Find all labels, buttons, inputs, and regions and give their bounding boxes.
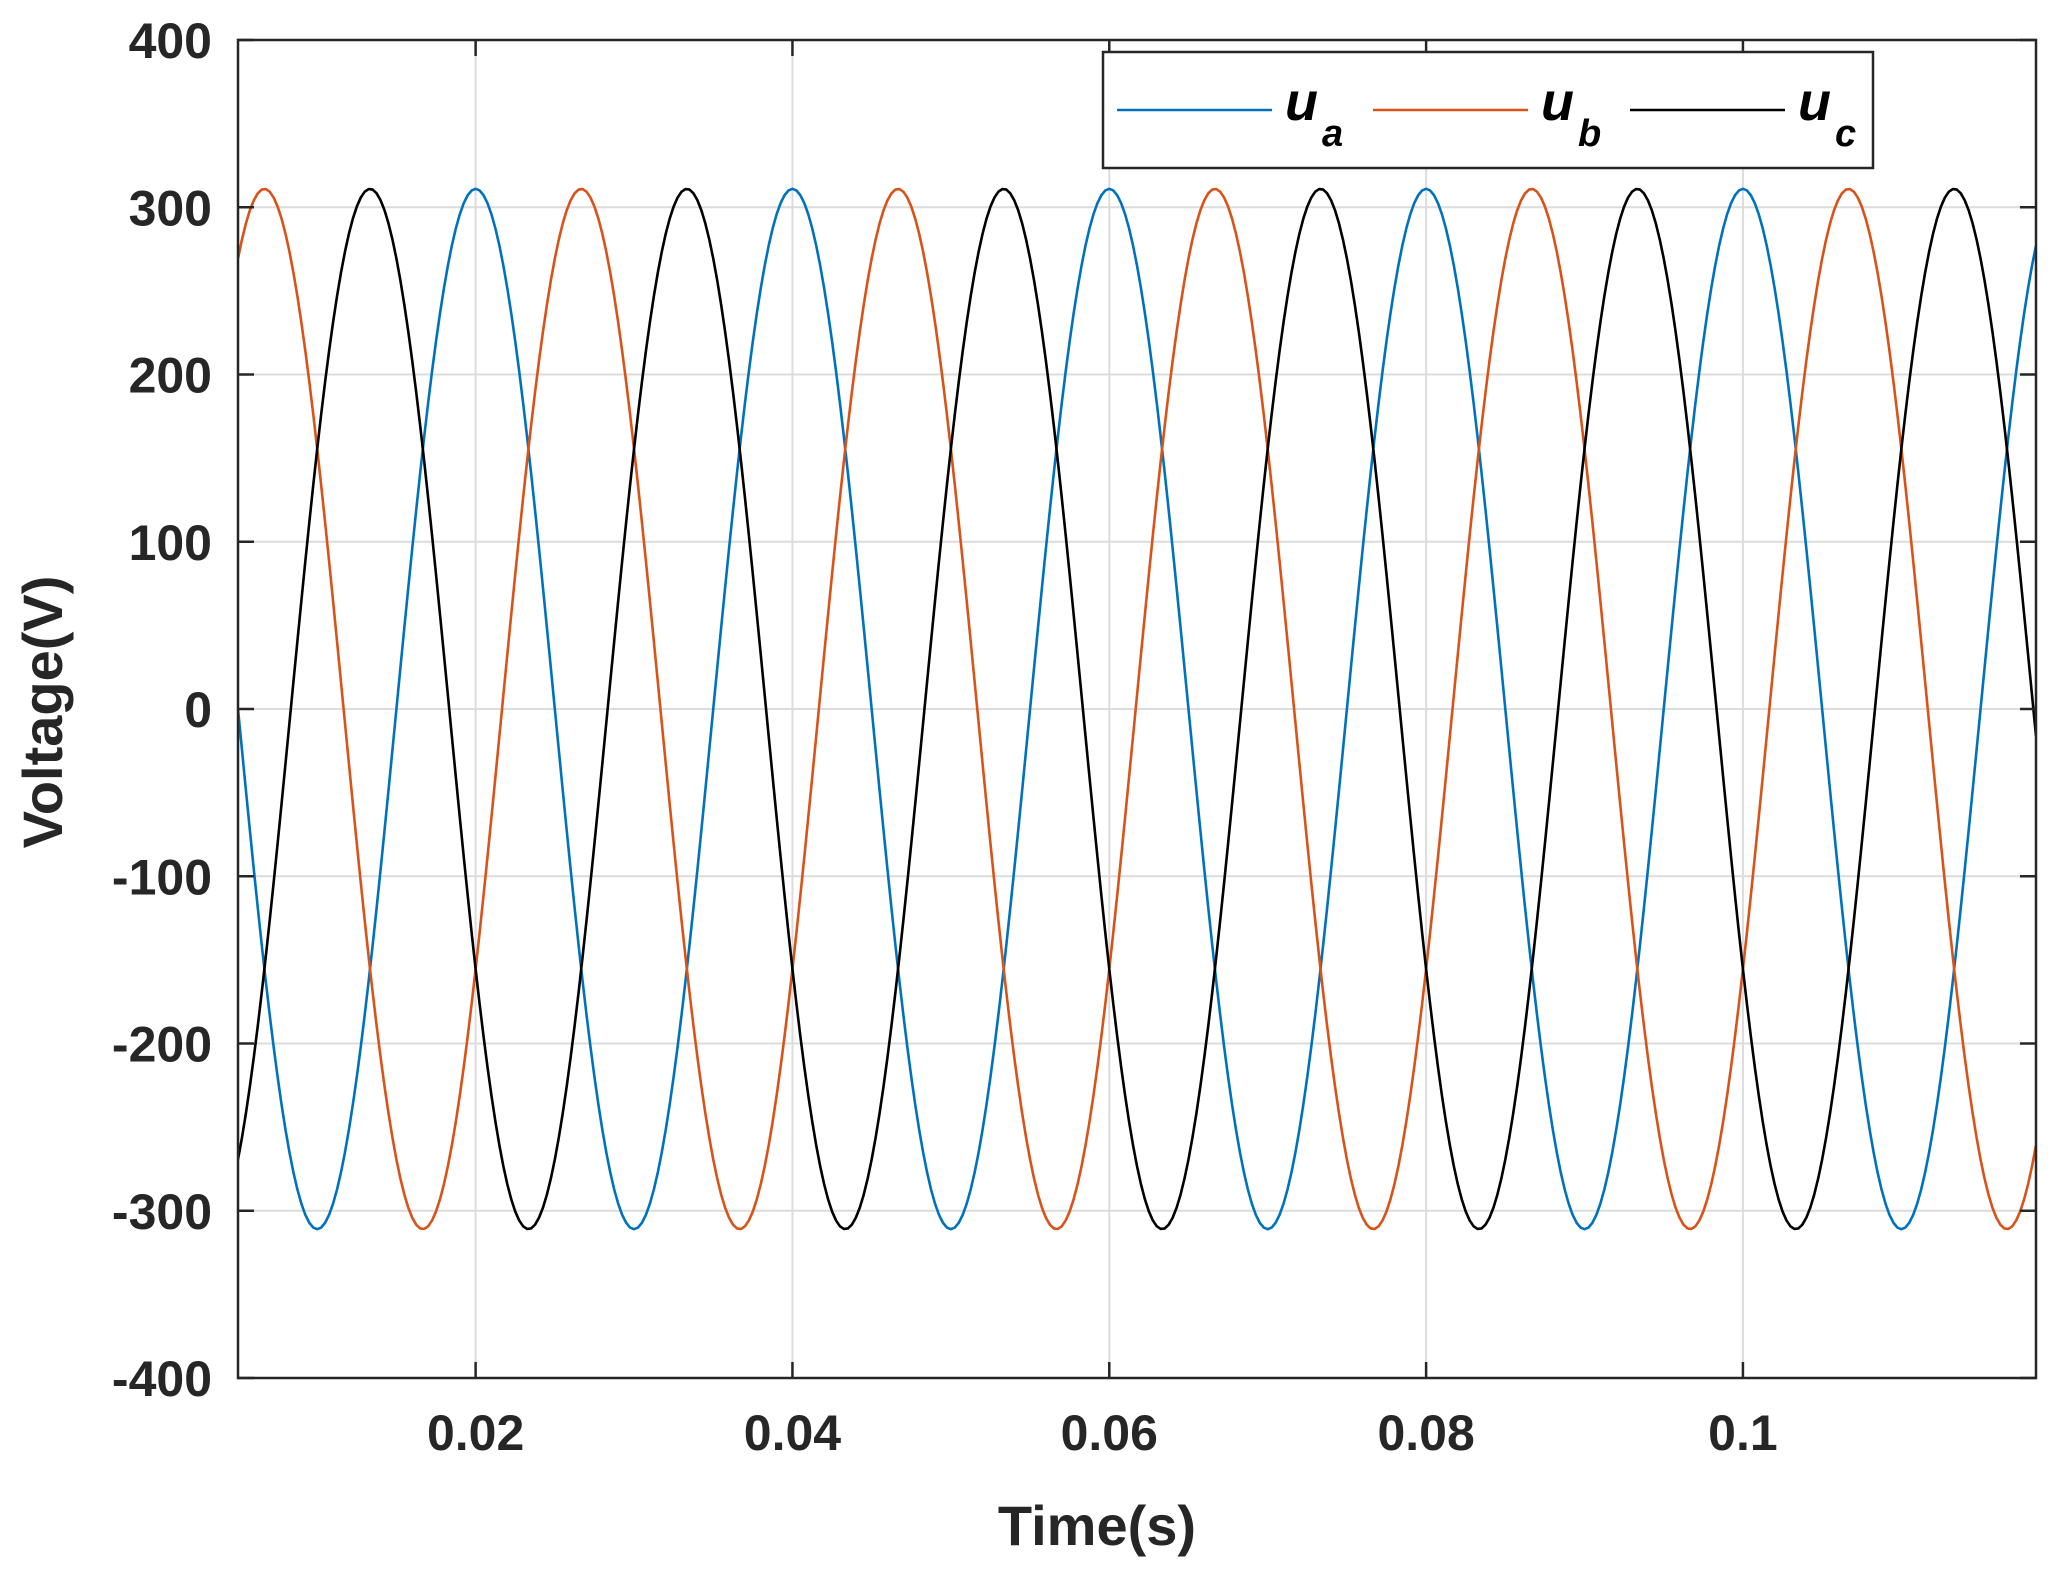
y-tick-label: 0 bbox=[184, 682, 212, 738]
x-tick-label: 0.1 bbox=[1708, 1405, 1778, 1461]
y-tick-labels: -400 -300 -200 -100 0 100 200 300 400 bbox=[112, 13, 212, 1407]
x-tick-label: 0.08 bbox=[1377, 1405, 1474, 1461]
y-tick-label: 300 bbox=[129, 180, 212, 236]
x-tick-label: 0.04 bbox=[744, 1405, 842, 1461]
x-tick-labels: 0.02 0.04 0.06 0.08 0.1 bbox=[427, 1405, 1778, 1461]
y-tick-label: -100 bbox=[112, 849, 212, 905]
y-tick-label: 200 bbox=[129, 348, 212, 404]
y-tick-label: 100 bbox=[129, 515, 212, 571]
tick-marks bbox=[238, 38, 2036, 1380]
y-tick-label: -200 bbox=[112, 1017, 212, 1073]
y-axis-title: Voltage(V) bbox=[11, 576, 74, 849]
x-tick-label: 0.06 bbox=[1061, 1405, 1158, 1461]
series-line-b bbox=[238, 187, 2036, 1231]
y-tick-label: -300 bbox=[112, 1184, 212, 1240]
series-line-a bbox=[238, 187, 2036, 1231]
series-line-c bbox=[238, 187, 2036, 1231]
x-axis-title: Time(s) bbox=[998, 1494, 1196, 1557]
y-tick-label: 400 bbox=[129, 13, 212, 69]
y-tick-label: -400 bbox=[112, 1351, 212, 1407]
series-group bbox=[238, 187, 2036, 1231]
plot-area bbox=[238, 187, 2036, 1231]
x-tick-label: 0.02 bbox=[427, 1405, 524, 1461]
